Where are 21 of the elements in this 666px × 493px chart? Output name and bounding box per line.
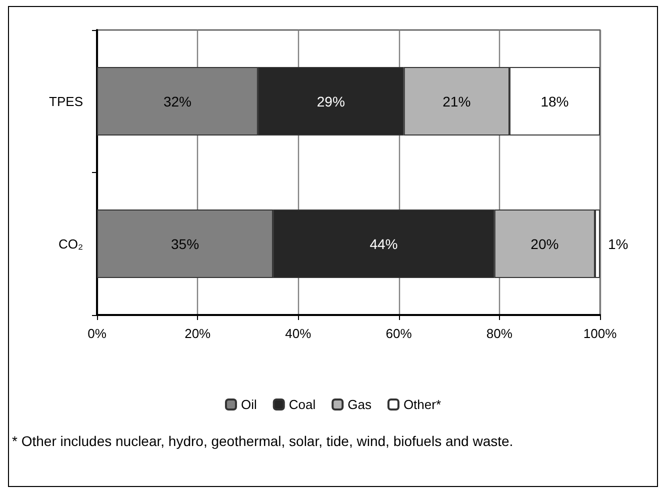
x-tick-label: 100%	[583, 326, 618, 341]
data-label: 29%	[316, 93, 345, 110]
x-tick-label: 60%	[386, 326, 412, 341]
y-tick-label: CO₂	[58, 236, 83, 252]
legend-label: Oil	[240, 397, 257, 412]
data-label: 20%	[530, 236, 559, 252]
text: * Other includes nuclear, hydro, geothermal, solar, tide, wind, biofuels and waste.	[12, 432, 514, 450]
legend-label: Coal	[288, 397, 316, 412]
data-label: 32%	[163, 93, 192, 110]
x-tick-label: 20%	[184, 326, 212, 341]
data-label: 18%	[540, 93, 569, 110]
data-label: 44%	[370, 236, 398, 252]
x-tick-label: 40%	[285, 326, 312, 341]
data-label: 35%	[171, 236, 200, 252]
x-tick-label: 80%	[486, 326, 513, 341]
legend-label: Gas	[348, 397, 372, 412]
data-label: 1%	[608, 236, 628, 252]
data-label: 21%	[442, 93, 471, 110]
legend-label: Other*	[403, 397, 442, 412]
x-tick-label: 0%	[88, 326, 107, 341]
y-tick-label: TPES	[49, 94, 84, 109]
